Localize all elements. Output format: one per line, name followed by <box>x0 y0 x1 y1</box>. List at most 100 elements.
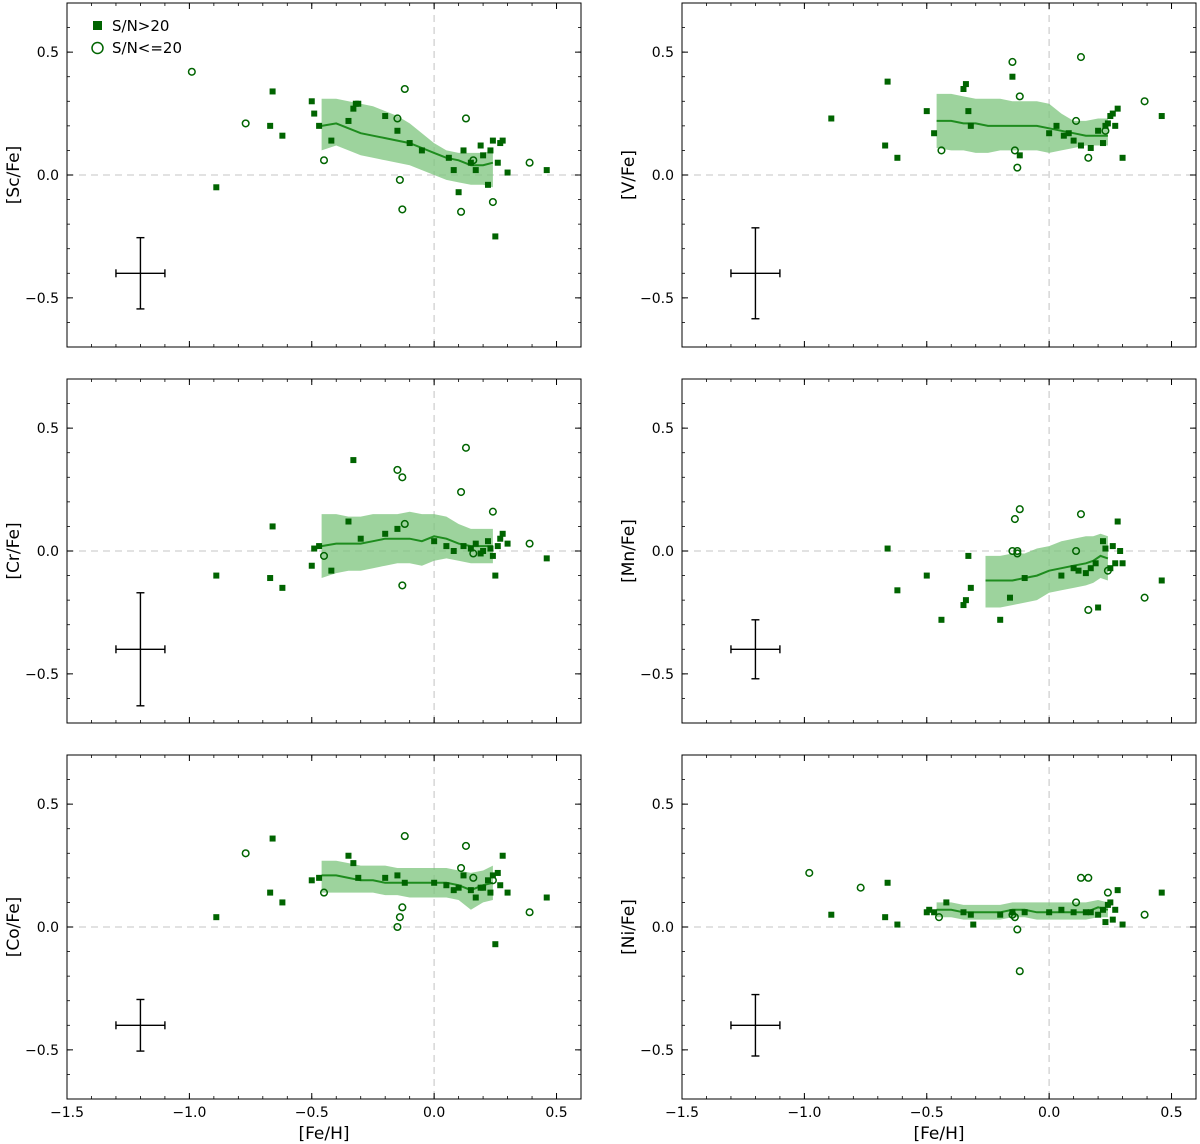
hq-point <box>445 154 452 161</box>
hq-point <box>1075 567 1082 574</box>
hq-point <box>965 108 972 115</box>
hq-point <box>450 167 457 174</box>
lq-point <box>393 922 402 932</box>
hq-point <box>480 152 487 159</box>
hq-point <box>970 921 977 928</box>
hq-point <box>1102 545 1109 552</box>
hq-point <box>480 548 487 554</box>
hq-point <box>213 184 220 191</box>
hq-point <box>345 117 352 124</box>
hq-point <box>1119 154 1126 161</box>
hq-point <box>1070 909 1077 916</box>
hq-point <box>382 530 389 537</box>
hq-point <box>418 147 425 154</box>
lq-point <box>1013 549 1022 558</box>
x-tick-label: 0.5 <box>1160 1105 1182 1121</box>
hq-point <box>967 584 974 591</box>
hq-point <box>1065 130 1072 137</box>
hq-point <box>497 535 504 542</box>
y-tick-label: 0.5 <box>37 45 59 61</box>
hq-point <box>931 130 938 137</box>
hq-point <box>406 140 413 147</box>
hq-point <box>1092 560 1099 567</box>
y-axis-label: [Cr/Fe] <box>4 522 24 579</box>
hq-point <box>1158 113 1165 120</box>
hq-point <box>1087 909 1094 916</box>
hq-point <box>965 552 972 559</box>
hq-point <box>1058 906 1065 913</box>
hq-point <box>350 105 357 112</box>
y-tick-label: 0.5 <box>37 421 59 437</box>
lq-point <box>398 205 407 214</box>
y-tick-label: 0.0 <box>652 920 674 936</box>
lq-point <box>400 84 409 94</box>
hq-point <box>543 167 550 174</box>
lq-point <box>1015 967 1024 976</box>
panel-cofe: −1.5 −1.0 −0.5 0.0 0.5 −0.5 0.0 0.5 [Co/Fe] [Fe/H… <box>4 754 582 1144</box>
hq-point <box>882 142 889 149</box>
hq-point <box>494 869 501 876</box>
hq-point <box>213 914 220 921</box>
hq-point <box>499 137 506 144</box>
lq-point <box>1013 163 1022 172</box>
hq-point <box>967 122 974 129</box>
hq-point <box>269 88 276 95</box>
hq-point <box>943 899 950 906</box>
hq-point <box>345 518 352 525</box>
x-tick-label: −1.0 <box>172 1105 206 1121</box>
lq-point <box>457 487 466 497</box>
lq-point <box>457 863 466 873</box>
hq-point <box>1009 909 1016 916</box>
hq-point <box>1158 577 1165 584</box>
hq-point <box>884 78 891 85</box>
x-tick-label: −0.5 <box>910 1105 944 1121</box>
hq-point <box>269 523 276 530</box>
lq-point <box>187 67 196 76</box>
hq-point <box>267 575 274 582</box>
lq-point <box>1072 116 1081 125</box>
hq-point <box>492 572 499 579</box>
hq-point <box>1021 575 1028 582</box>
hq-point <box>480 884 487 891</box>
hq-point <box>316 122 323 129</box>
hq-point <box>357 535 364 542</box>
hq-point <box>350 860 357 867</box>
y-axis-label: [V/Fe] <box>619 150 639 200</box>
hq-point <box>1077 142 1084 149</box>
lq-point <box>856 883 865 892</box>
lq-point <box>1010 913 1019 922</box>
lq-point <box>395 913 404 922</box>
trend-line <box>936 119 1108 137</box>
hq-point <box>382 874 389 881</box>
hq-point <box>1058 572 1065 579</box>
lq-point <box>398 903 407 912</box>
x-tick-label: 0.0 <box>423 1105 445 1121</box>
x-tick-label: −1.0 <box>787 1105 821 1121</box>
y-axis-label: [Ni/Fe] <box>619 899 639 955</box>
lq-point <box>457 207 466 216</box>
hq-point <box>1087 565 1094 572</box>
x-tick-label: −1.5 <box>665 1105 699 1121</box>
hq-point <box>443 543 450 550</box>
y-tick-label: −0.5 <box>25 667 59 683</box>
hq-point <box>267 889 274 896</box>
y-tick-label: 0.0 <box>37 920 59 936</box>
lq-point <box>1084 605 1093 615</box>
hq-point <box>328 137 335 144</box>
y-tick-label: −0.5 <box>25 1043 59 1059</box>
hq-point <box>1114 518 1121 525</box>
lq-point <box>241 119 250 128</box>
lq-point <box>319 551 329 560</box>
y-axis-label: [Mn/Fe] <box>619 519 639 583</box>
hq-point <box>960 86 967 92</box>
y-tick-label: 0.0 <box>37 544 59 560</box>
lq-point <box>1140 593 1149 602</box>
hq-point <box>328 567 335 574</box>
hq-point <box>1046 909 1053 916</box>
y-tick-label: 0.5 <box>652 45 674 61</box>
hq-point <box>1107 899 1114 906</box>
hq-point <box>543 894 550 901</box>
hq-point <box>894 154 901 161</box>
lq-point <box>1140 910 1149 919</box>
lq-point <box>461 114 471 123</box>
